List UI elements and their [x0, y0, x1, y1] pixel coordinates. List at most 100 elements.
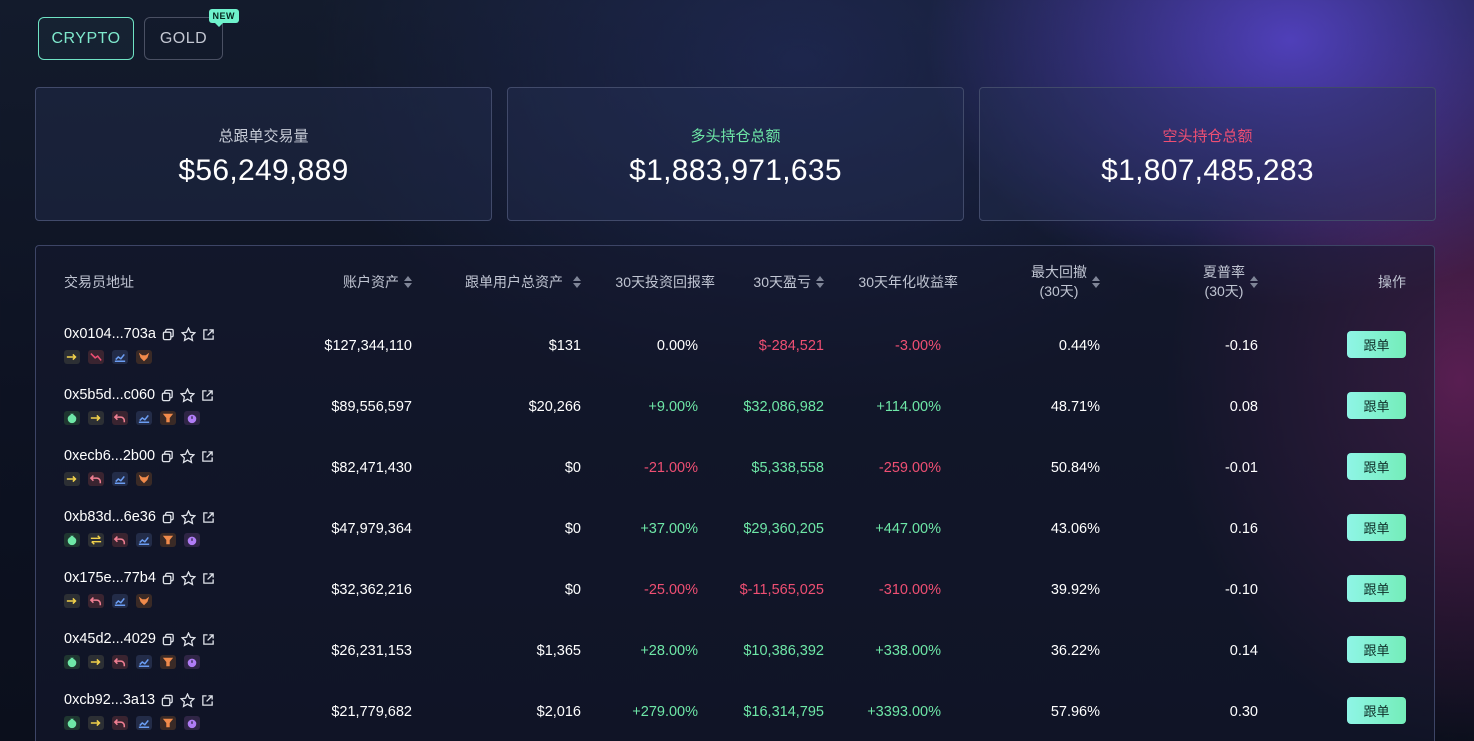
- roi-30d: +279.00%: [632, 703, 698, 720]
- sharpe-ratio: 0.14: [1229, 642, 1258, 659]
- chart-icon: [112, 594, 128, 608]
- traders-table: 交易员地址 账户资产 跟单用户总资产 30天投资回报率 30天盈亏 30天年化收…: [35, 245, 1435, 741]
- external-link-icon[interactable]: [202, 511, 215, 524]
- star-icon[interactable]: [180, 326, 196, 342]
- fox-icon: [136, 350, 152, 364]
- trader-address[interactable]: 0xb83d...6e36: [64, 509, 156, 525]
- star-icon[interactable]: [180, 448, 196, 464]
- table-row: 0x175e...77b4 $32,362,216 $0 -25.00% $-1…: [36, 559, 1434, 620]
- sort-icon[interactable]: [1092, 276, 1100, 288]
- stat-label: 多头持仓总额: [690, 127, 781, 145]
- table-row: 0x5b5d...c060 $89,556,597 $20,266 +9.00%…: [36, 376, 1434, 437]
- roi-30d: +28.00%: [640, 642, 698, 659]
- money-bag-icon: [64, 716, 80, 730]
- max-drawdown: 39.92%: [1050, 581, 1100, 598]
- timer-icon: [184, 533, 200, 547]
- header-address-label: 交易员地址: [64, 273, 134, 290]
- max-drawdown: 43.06%: [1050, 520, 1100, 537]
- header-follower-assets-label: 跟单用户总资产: [465, 273, 563, 290]
- roi-30d: -25.00%: [643, 581, 698, 598]
- trader-address[interactable]: 0x45d2...4029: [64, 631, 156, 647]
- trader-address[interactable]: 0xecb6...2b00: [64, 448, 156, 464]
- header-pnl[interactable]: 30天盈亏: [753, 262, 824, 302]
- table-row: 0xcb92...3a13 $21,779,682 $2,016 +279.00…: [36, 681, 1434, 741]
- external-link-icon[interactable]: [201, 389, 214, 402]
- external-link-icon[interactable]: [202, 572, 215, 585]
- header-assets[interactable]: 账户资产: [343, 262, 412, 302]
- pnl-30d: $-11,565,025: [739, 581, 824, 598]
- header-follower-assets[interactable]: 跟单用户总资产: [465, 262, 581, 302]
- sort-icon[interactable]: [816, 276, 824, 288]
- chart-icon: [112, 350, 128, 364]
- trend-down-icon: [88, 350, 104, 364]
- stats-cards: 总跟单交易量 $56,249,889 多头持仓总额 $1,883,971,635…: [35, 87, 1436, 221]
- sort-icon[interactable]: [573, 276, 581, 288]
- external-link-icon[interactable]: [201, 694, 214, 707]
- trader-address[interactable]: 0x0104...703a: [64, 326, 156, 342]
- pnl-30d: $29,360,205: [743, 520, 824, 537]
- header-sharpe[interactable]: 夏普率 (30天): [1203, 262, 1258, 302]
- arrow-right-icon: [64, 594, 80, 608]
- tab-crypto[interactable]: CRYPTO: [38, 17, 134, 60]
- sort-icon[interactable]: [1250, 276, 1258, 288]
- chart-icon: [136, 533, 152, 547]
- copy-icon[interactable]: [161, 694, 174, 707]
- star-icon[interactable]: [180, 692, 196, 708]
- header-roi-label: 30天投资回报率: [615, 273, 715, 290]
- follow-button[interactable]: 跟单: [1347, 514, 1406, 541]
- timer-icon: [184, 655, 200, 669]
- stat-value: $1,807,485,283: [1101, 153, 1314, 187]
- trader-address-cell: 0xcb92...3a13: [64, 690, 214, 730]
- copy-icon[interactable]: [161, 389, 174, 402]
- trader-address[interactable]: 0x175e...77b4: [64, 570, 156, 586]
- star-icon[interactable]: [180, 570, 196, 586]
- funnel-icon: [160, 533, 176, 547]
- follow-button[interactable]: 跟单: [1347, 331, 1406, 358]
- follower-assets: $0: [564, 459, 581, 476]
- trader-address-cell: 0x175e...77b4: [64, 568, 215, 608]
- apr-30d: -3.00%: [895, 337, 941, 354]
- sharpe-ratio: 0.08: [1229, 398, 1258, 415]
- header-drawdown[interactable]: 最大回撤 (30天): [1031, 262, 1100, 302]
- roi-30d: +37.00%: [640, 520, 698, 537]
- copy-icon[interactable]: [162, 572, 175, 585]
- copy-icon[interactable]: [162, 633, 175, 646]
- pnl-30d: $32,086,982: [743, 398, 824, 415]
- external-link-icon[interactable]: [202, 328, 215, 341]
- max-drawdown: 57.96%: [1050, 703, 1100, 720]
- external-link-icon[interactable]: [202, 633, 215, 646]
- tab-gold[interactable]: GOLD NEW: [144, 9, 239, 60]
- pnl-30d: $-284,521: [758, 337, 824, 354]
- follow-button[interactable]: 跟单: [1347, 697, 1406, 724]
- follow-button[interactable]: 跟单: [1347, 392, 1406, 419]
- undo-icon: [112, 533, 128, 547]
- header-drawdown-text: 最大回撤 (30天): [1031, 263, 1087, 301]
- trader-address[interactable]: 0x5b5d...c060: [64, 387, 156, 403]
- arrow-right-icon: [64, 350, 80, 364]
- star-icon[interactable]: [180, 631, 196, 647]
- follow-button[interactable]: 跟单: [1347, 453, 1406, 480]
- copy-icon[interactable]: [162, 328, 175, 341]
- copy-icon[interactable]: [162, 511, 175, 524]
- new-badge: NEW: [208, 9, 239, 27]
- pnl-30d: $5,338,558: [751, 459, 824, 476]
- copy-icon[interactable]: [161, 450, 174, 463]
- account-assets: $32,362,216: [331, 581, 412, 598]
- undo-icon: [88, 594, 104, 608]
- header-address: 交易员地址: [64, 262, 134, 302]
- header-action-label: 操作: [1378, 273, 1406, 290]
- follow-button[interactable]: 跟单: [1347, 575, 1406, 602]
- funnel-icon: [160, 716, 176, 730]
- star-icon[interactable]: [180, 509, 196, 525]
- table-row: 0x0104...703a $127,344,110 $131 0.00% $-…: [36, 315, 1434, 376]
- follower-assets: $0: [564, 581, 581, 598]
- header-sharpe-text: 夏普率 (30天): [1203, 263, 1245, 301]
- star-icon[interactable]: [180, 387, 196, 403]
- trader-address[interactable]: 0xcb92...3a13: [64, 692, 156, 708]
- money-bag-icon: [64, 655, 80, 669]
- follower-assets: $20,266: [528, 398, 581, 415]
- header-sharpe-line1: 夏普率: [1203, 264, 1245, 280]
- follow-button[interactable]: 跟单: [1347, 636, 1406, 663]
- sort-icon[interactable]: [404, 276, 412, 288]
- external-link-icon[interactable]: [201, 450, 214, 463]
